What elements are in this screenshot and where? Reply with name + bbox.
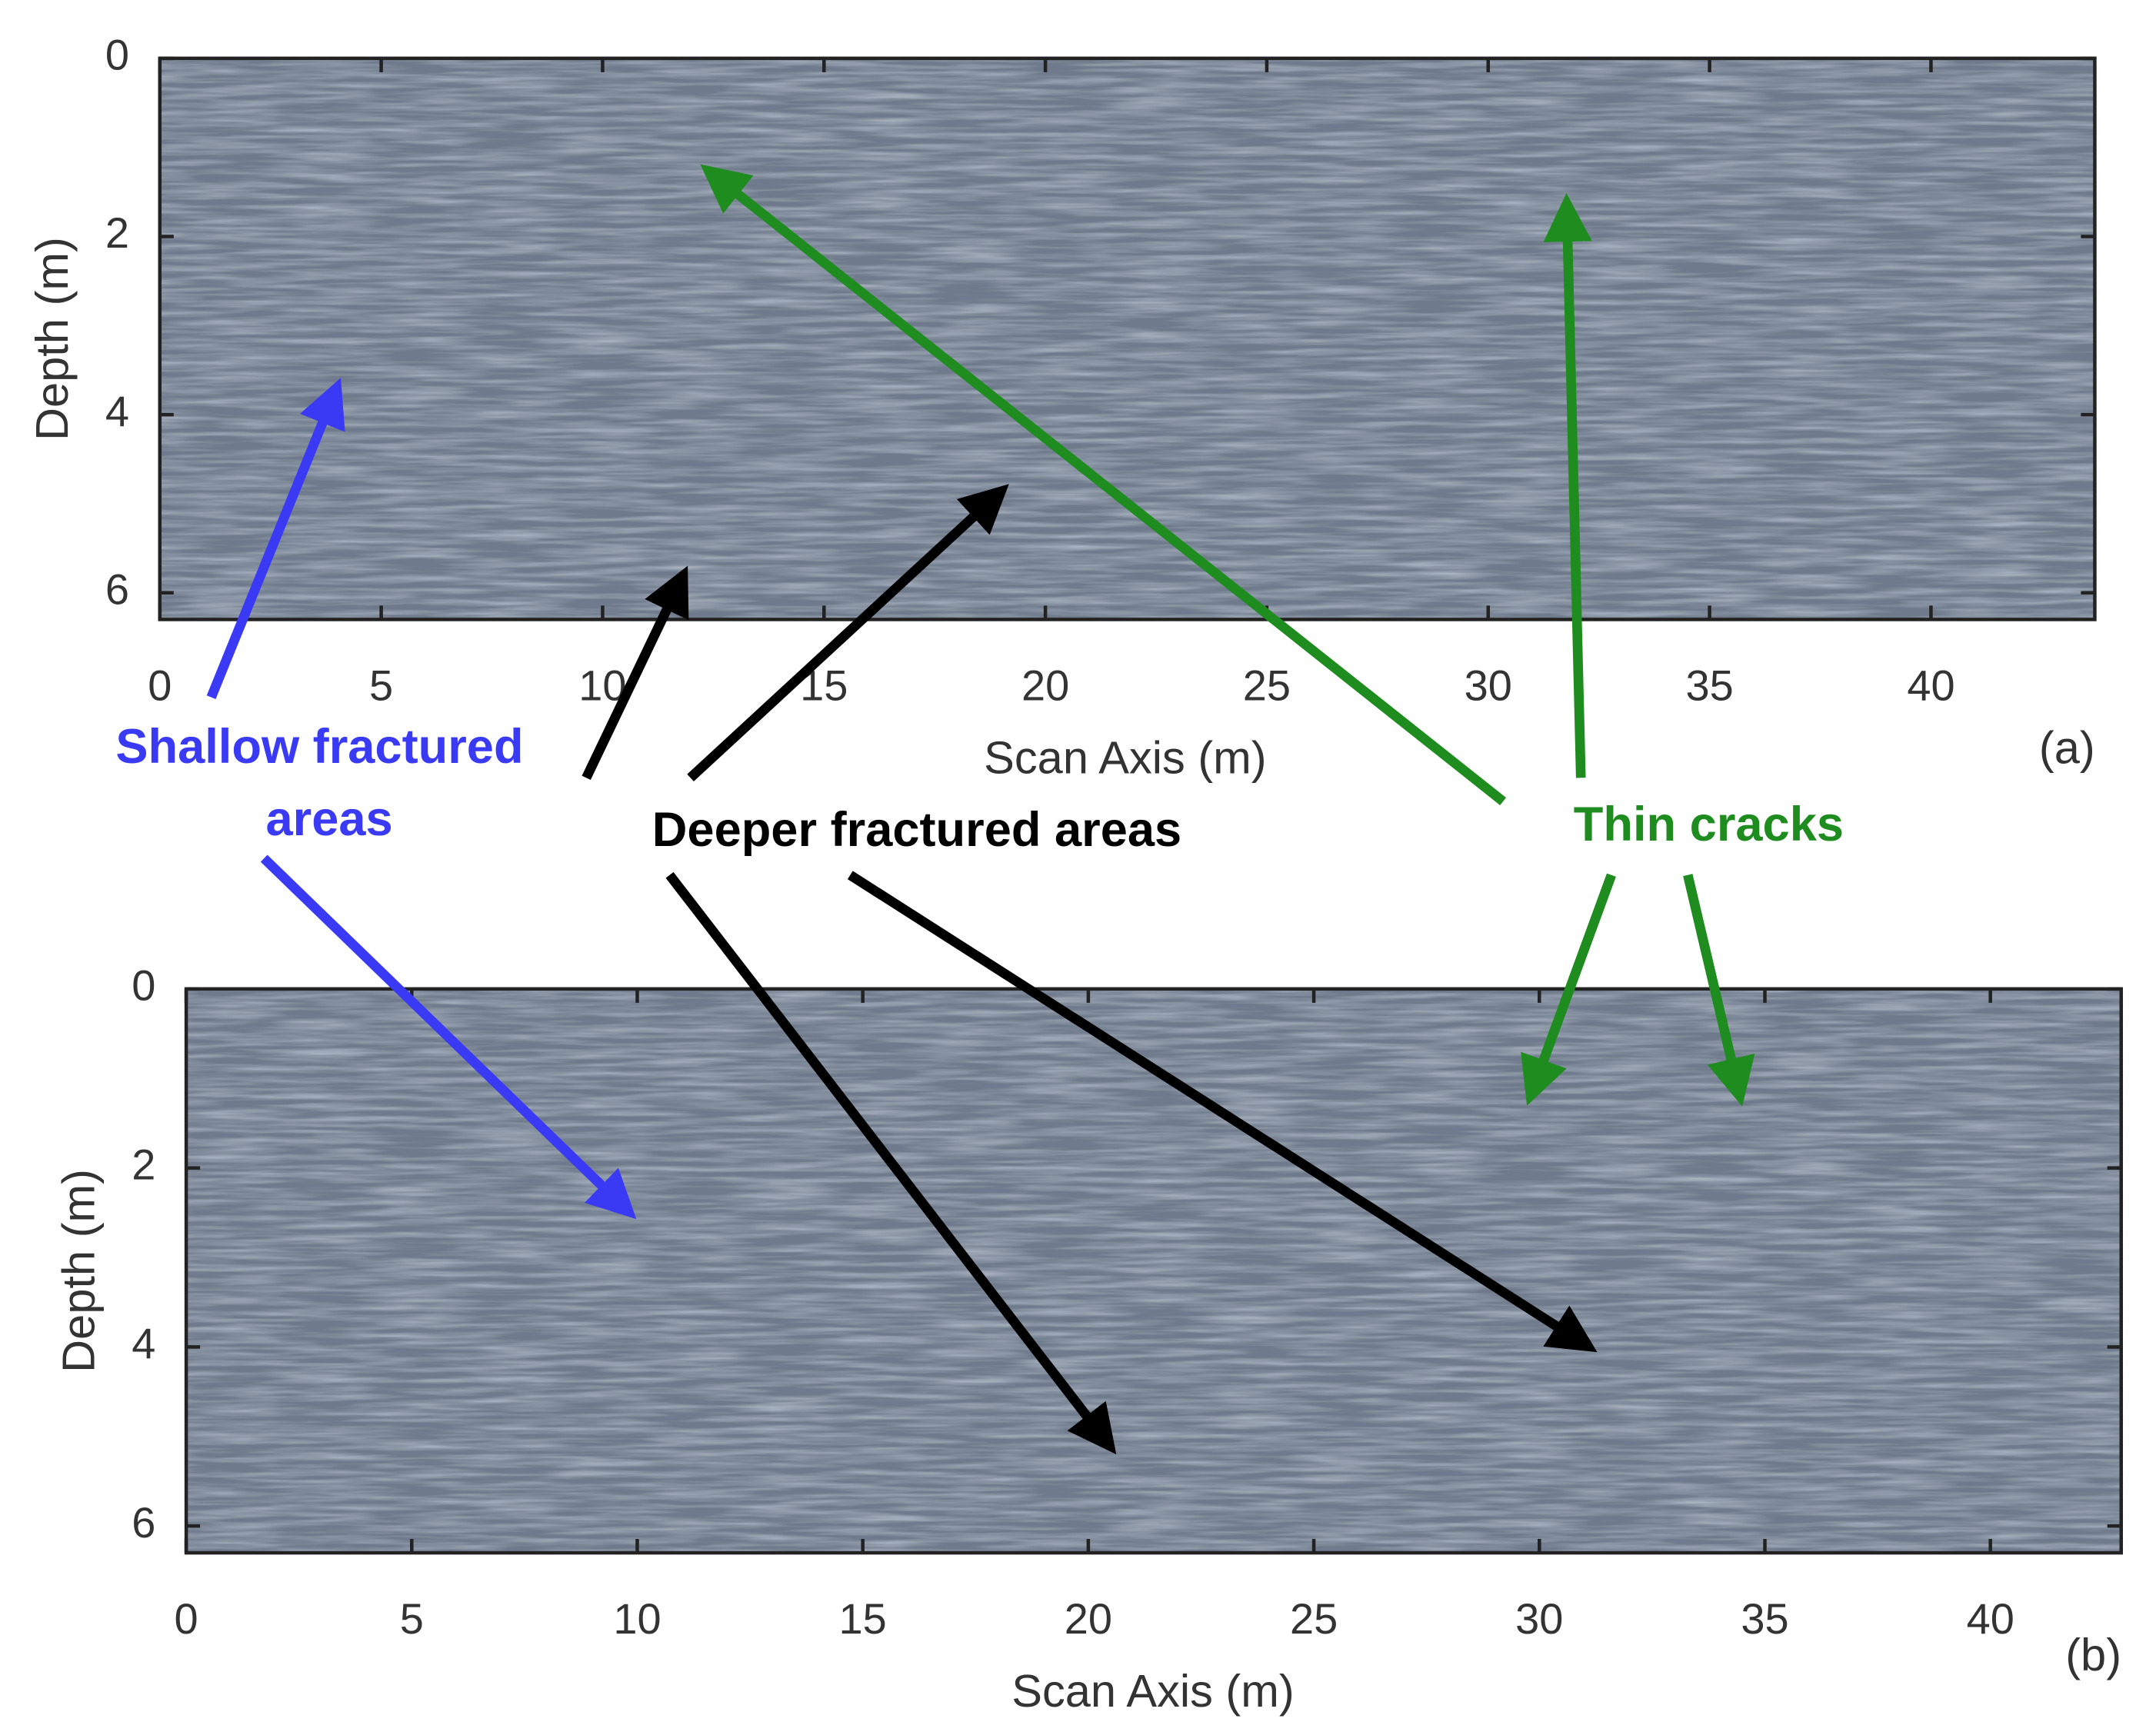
- arrow: [1543, 193, 1592, 778]
- y-tick-label: 2: [132, 1140, 155, 1188]
- annotations: Shallow fractured areas Deeper fractured a…: [115, 720, 1844, 857]
- x-tick-label: 25: [1290, 1594, 1338, 1643]
- x-tick-label: 30: [1515, 1594, 1563, 1643]
- x-tick-label: 40: [1967, 1594, 2014, 1643]
- y-tick-label: 0: [132, 961, 155, 1010]
- x-tick-label: 15: [839, 1594, 887, 1643]
- x-tick-label: 0: [175, 1594, 198, 1643]
- x-tick-label: 10: [613, 1594, 661, 1643]
- panel-label: (b): [2065, 1629, 2121, 1680]
- y-axis-label: Depth (m): [52, 1169, 104, 1373]
- radargram-texture: [186, 988, 2121, 1554]
- y-tick-label: 6: [105, 565, 129, 613]
- radargram-texture: [159, 58, 2095, 620]
- y-tick-label: 2: [105, 208, 129, 257]
- annotation-text: areas: [266, 792, 393, 846]
- arrow: [1683, 874, 1755, 1107]
- x-tick-label: 40: [1907, 661, 1954, 710]
- x-tick-label: 35: [1741, 1594, 1788, 1643]
- plot-frame: [158, 56, 2097, 621]
- arrow: [260, 854, 637, 1220]
- arrow: [847, 871, 1598, 1353]
- y-tick-label: 4: [132, 1319, 155, 1367]
- arrow: [665, 871, 1117, 1454]
- x-tick-label: 5: [369, 661, 393, 710]
- y-tick-label: 6: [132, 1498, 155, 1547]
- annotation-text: Deeper fractured areas: [652, 803, 1181, 857]
- arrow: [206, 378, 345, 699]
- x-axis-label: Scan Axis (m): [984, 731, 1266, 783]
- panel: 0 5 10 15 20 25 30 35 40 0 2 4 6 Scan Axis (m) Depth (…: [52, 961, 2124, 1717]
- x-axis-label: Scan Axis (m): [1011, 1665, 1294, 1717]
- plot-frame: [184, 987, 2124, 1555]
- arrow: [1521, 873, 1616, 1106]
- arrow: [687, 484, 1009, 781]
- panel-label: (a): [2039, 722, 2095, 774]
- y-tick-label: 0: [105, 31, 129, 79]
- x-tick-label: 20: [1021, 661, 1069, 710]
- x-tick-label: 35: [1685, 661, 1733, 710]
- annotation-text: Thin cracks: [1574, 798, 1844, 851]
- arrow: [581, 565, 689, 781]
- x-tick-label: 5: [400, 1594, 424, 1643]
- x-tick-label: 25: [1243, 661, 1291, 710]
- arrow: [700, 164, 1507, 805]
- y-tick-label: 4: [105, 387, 129, 435]
- annotation-text: Shallow fractured: [115, 720, 523, 774]
- y-axis-label: Depth (m): [26, 237, 78, 441]
- x-tick-label: 20: [1065, 1594, 1112, 1643]
- x-tick-label: 30: [1465, 661, 1512, 710]
- x-tick-label: 0: [148, 661, 172, 710]
- arrows: [206, 164, 1755, 1454]
